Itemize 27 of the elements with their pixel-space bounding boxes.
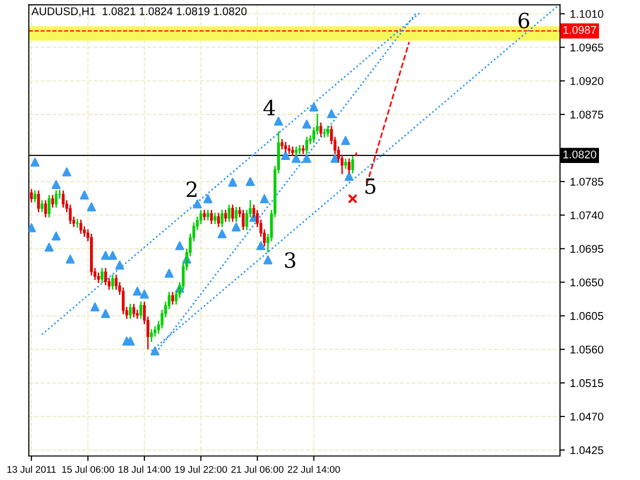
x-tick-label: 22 Jul 14:00 [288, 466, 340, 473]
y-tick-label: 1.0470 [570, 412, 604, 421]
y-tick-label: 1.0605 [570, 312, 604, 320]
x-tick-label: 19 Jul 22:00 [175, 466, 227, 473]
y-tick-label: 1.1010 [570, 10, 604, 18]
x-tick-label: 21 Jul 06:00 [231, 466, 284, 473]
y-tick-label: 1.0425 [570, 446, 604, 454]
annotation: 5 [366, 178, 376, 194]
x-tick-label: 15 Jul 06:00 [62, 466, 114, 473]
ref-line-label: 1.0987 [564, 26, 596, 34]
y-tick-label: 1.0920 [570, 77, 604, 86]
ref-line-label: 1.0820 [564, 150, 596, 158]
y-tick-label: 1.0875 [570, 110, 604, 119]
x-tick-label: 13 Jul 2011 [7, 466, 56, 473]
y-tick-label: 1.0740 [570, 211, 604, 220]
y-tick-label: 1.0785 [570, 178, 604, 186]
x-tick-label: 18 Jul 14:00 [118, 466, 170, 473]
y-tick-label: 1.0515 [570, 379, 604, 388]
y-tick-label: 1.0695 [570, 244, 604, 253]
annotation: 2 [186, 181, 196, 197]
y-tick-label: 1.0965 [570, 44, 604, 52]
annotation: 6 [518, 12, 530, 28]
annotation: 3 [285, 252, 296, 268]
y-tick-label: 1.0560 [570, 346, 604, 354]
y-tick-label: 1.0650 [570, 278, 604, 286]
annotation: 4 [263, 100, 276, 116]
chart-title: AUDUSD,H1 1.0821 1.0824 1.0819 1.0820 [31, 7, 247, 17]
